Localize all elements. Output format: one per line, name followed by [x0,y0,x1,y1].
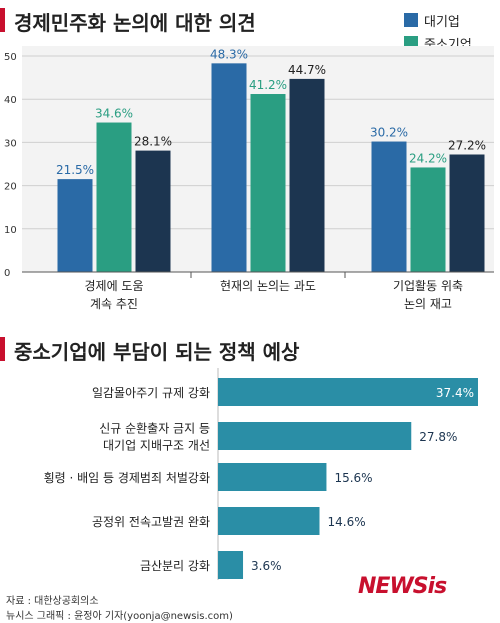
hbar [218,551,244,579]
bar [250,94,286,273]
y-tick-label: 10 [4,225,17,236]
y-tick-label: 40 [4,95,17,106]
bar-value-label: 27.2% [448,138,486,152]
x-category-label: 경제에 도움 [84,279,143,293]
newsis-logo: NEWSis [358,574,447,599]
bar [211,63,247,273]
y-tick-label: 20 [4,182,17,193]
hbar-value-label: 15.6% [334,471,372,485]
bar [57,179,93,272]
bar [410,167,446,272]
legend-label-large: 대기업 [424,14,460,30]
hbar-value-label: 27.8% [419,430,457,444]
footer-credit: 뉴시스 그래픽 : 윤정아 기자(yoonja@newsis.com) [6,611,233,622]
y-tick-label: 0 [4,268,10,279]
bar-value-label: 28.1% [134,135,172,149]
hbar-category-label: 금산분리 강화 [140,559,210,573]
legend-swatch-large [404,13,418,27]
chart1-svg: 0 10 20 30 40 50 21.5% 48.3% 30.2% 34.6% 41.2% 24.2… [4,46,494,311]
bar-value-label: 24.2% [409,151,447,165]
x-category-label: 기업활동 위축 [393,279,463,293]
chart2-title-bar [0,337,5,361]
hbar [218,463,327,491]
bar [449,154,485,272]
hbar-category-label: 횡령 · 배임 등 경제범죄 처벌강화 [44,471,210,485]
bar [289,78,325,272]
hbar-value-label: 14.6% [327,515,365,529]
hbar [218,507,320,535]
hbar-value-label: 37.4% [436,386,474,400]
bar-value-label: 44.7% [288,63,326,77]
bar [135,150,171,272]
bar [371,141,407,272]
bar [96,122,132,272]
footer-source: 자료 : 대한상공회의소 [6,596,99,607]
bar-value-label: 30.2% [370,126,408,140]
hbar-value-label: 3.6% [251,559,282,573]
x-category-label: 계속 추진 [90,297,138,311]
y-tick-label: 30 [4,138,17,149]
x-category-label: 논의 재고 [404,297,452,311]
x-category-label: 현재의 논의는 과도 [220,279,316,293]
hbar [218,378,478,406]
chart1-title: 경제민주화 논의에 대한 의견 [14,11,256,35]
chart1-title-bar [0,8,5,32]
bar-value-label: 48.3% [210,47,248,61]
chart2-title: 중소기업에 부담이 되는 정책 예상 [14,340,300,364]
bar-value-label: 21.5% [56,163,94,177]
bar-value-label: 41.2% [249,78,287,92]
bar-value-label: 34.6% [95,107,133,121]
legend-item-large: 대기업 [404,10,472,30]
y-tick-label: 50 [4,52,17,63]
hbar [218,422,412,450]
hbar-category-label: 일감몰아주기 규제 강화 [92,386,210,400]
hbar-category-label: 신규 순환출자 금지 등 [99,422,210,436]
hbar-category-label: 공정위 전속고발권 완화 [92,515,210,529]
hbar-category-label: 대기업 지배구조 개선 [103,439,210,453]
